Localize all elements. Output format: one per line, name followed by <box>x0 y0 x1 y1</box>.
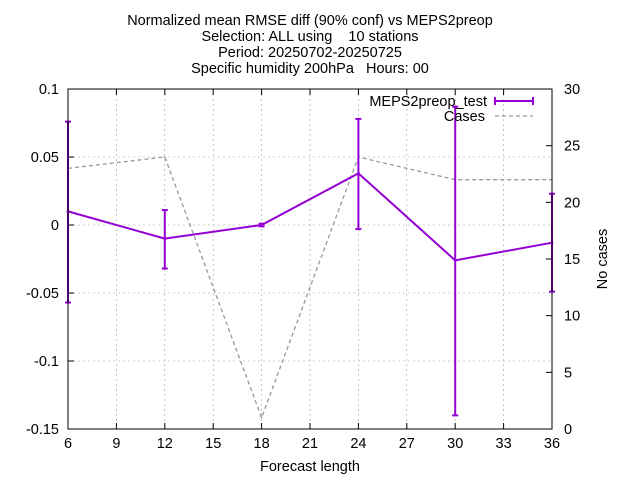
y2-tick-label: 0 <box>564 422 572 438</box>
x-tick-label: 27 <box>399 436 415 452</box>
legend-swatches <box>494 97 534 117</box>
x-tick-label: 15 <box>205 436 221 452</box>
y2-tick-label: 20 <box>564 195 580 211</box>
chart-title-line-3: Period: 20250702-20250725 <box>218 45 402 61</box>
legend: MEPS2preop_test Cases <box>369 94 534 125</box>
x-tick-label: 9 <box>112 436 120 452</box>
series-layer <box>65 105 555 420</box>
cases-point <box>260 416 263 419</box>
chart-title: Normalized mean RMSE diff (90% conf) vs … <box>127 13 493 77</box>
y2-tick-label: 5 <box>564 365 572 381</box>
y-tick-label: -0.15 <box>26 422 59 438</box>
chart-title-line-4: Specific humidity 200hPa Hours: 00 <box>191 61 429 77</box>
axis-labels: Forecast length No cases <box>260 229 611 475</box>
x-tick-label: 30 <box>447 436 463 452</box>
y2-axis-label: No cases <box>595 229 611 289</box>
y2-tick-label: 10 <box>564 309 580 325</box>
chart-title-line-1: Normalized mean RMSE diff (90% conf) vs … <box>127 13 493 29</box>
plot-frame <box>67 88 553 430</box>
y-tick-label: 0.1 <box>39 82 59 98</box>
y-tick-label: 0.05 <box>31 150 59 166</box>
x-axis-label: Forecast length <box>260 459 360 475</box>
y2-tick-label: 15 <box>564 252 580 268</box>
x-tick-label: 12 <box>157 436 173 452</box>
x-tick-label: 24 <box>350 436 366 452</box>
x-tick-label: 21 <box>302 436 318 452</box>
series-meps2preop-test-line <box>67 172 553 262</box>
x-tick-label: 36 <box>544 436 560 452</box>
y-tick-label: -0.05 <box>26 286 59 302</box>
legend-label-series-1: MEPS2preop_test <box>369 94 487 110</box>
cases-point <box>164 156 166 158</box>
y2-tick-label: 30 <box>564 82 580 98</box>
axis-ticks: 6 9 12 15 18 21 24 27 30 33 36 0.1 0.05 0 -0.05 -0.1 -0.… <box>26 82 580 452</box>
meps2preop-test-point <box>163 237 167 241</box>
y-tick-label: 0 <box>51 218 59 234</box>
meps2preop-test-point <box>453 258 457 262</box>
meps2preop-test-point <box>356 171 360 175</box>
y-tick-label: -0.1 <box>34 354 59 370</box>
chart-title-line-2: Selection: ALL using 10 stations <box>201 29 418 45</box>
series-cases-line <box>67 156 552 420</box>
y2-tick-label: 25 <box>564 139 580 155</box>
grid <box>68 89 552 429</box>
legend-label-series-2: Cases <box>444 109 485 125</box>
meps2preop-test-point <box>260 223 264 227</box>
x-tick-label: 33 <box>496 436 512 452</box>
x-tick-label: 6 <box>64 436 72 452</box>
x-tick-label: 18 <box>254 436 270 452</box>
